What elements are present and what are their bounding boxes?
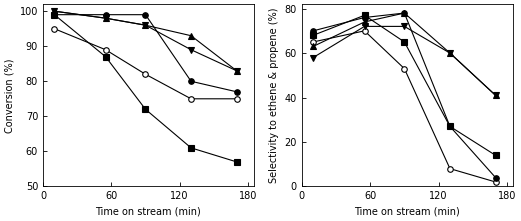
Y-axis label: Conversion (%): Conversion (%) xyxy=(4,58,14,133)
Y-axis label: Selectivity to ethene & propene (%): Selectivity to ethene & propene (%) xyxy=(269,8,279,183)
X-axis label: Time on stream (min): Time on stream (min) xyxy=(354,207,460,217)
X-axis label: Time on stream (min): Time on stream (min) xyxy=(95,207,201,217)
